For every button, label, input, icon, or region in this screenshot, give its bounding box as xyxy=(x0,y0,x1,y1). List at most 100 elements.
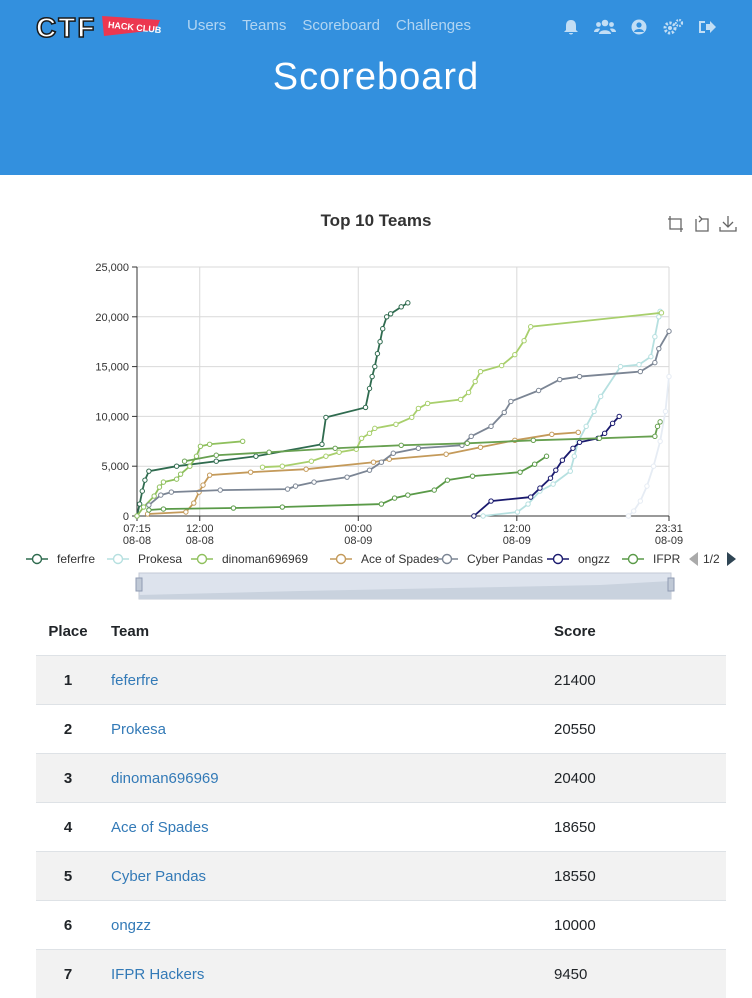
legend-prev-icon[interactable] xyxy=(689,552,698,566)
team-link[interactable]: feferfre xyxy=(111,671,159,689)
zoom-handle-left[interactable] xyxy=(135,577,143,592)
data-point xyxy=(336,449,342,455)
cogs-icon[interactable] xyxy=(662,18,684,36)
data-point xyxy=(156,484,163,490)
data-point xyxy=(465,389,472,396)
header-place: Place xyxy=(36,607,100,656)
data-point xyxy=(279,463,286,469)
row-place: 3 xyxy=(36,753,100,803)
data-zoom-slider[interactable] xyxy=(135,572,675,600)
data-point xyxy=(472,378,478,385)
legend-next-icon[interactable] xyxy=(727,552,736,566)
series-line xyxy=(262,311,662,469)
table-row: 6 ongzz 10000 xyxy=(36,900,726,950)
data-point xyxy=(146,468,152,474)
table-row: 2 Prokesa 20550 xyxy=(36,704,726,754)
row-team: dinoman696969 xyxy=(100,753,554,803)
line-chart[interactable]: 05,00010,00015,00020,00025,00007:1508-08… xyxy=(0,175,752,605)
data-point xyxy=(146,507,152,513)
data-point xyxy=(358,435,365,442)
data-point xyxy=(575,429,581,436)
team-link[interactable]: Ace of Spades xyxy=(111,818,209,836)
scoreboard-chart: Top 10 Teams 0 5,000 10,000 15,000 20,000 25,… xyxy=(0,175,752,605)
user-circle-icon[interactable] xyxy=(628,18,650,36)
download-icon[interactable] xyxy=(719,215,737,233)
data-point xyxy=(160,479,167,485)
data-point xyxy=(656,345,662,352)
nav-icons xyxy=(560,18,718,36)
restore-icon[interactable] xyxy=(693,215,711,233)
team-link[interactable]: ongzz xyxy=(111,916,152,934)
data-point xyxy=(168,489,175,495)
series-line xyxy=(136,440,243,517)
nav-challenges[interactable]: Challenges xyxy=(395,17,471,34)
nav-teams[interactable]: Teams xyxy=(242,17,287,34)
data-point xyxy=(525,501,531,507)
bell-icon[interactable] xyxy=(560,18,582,36)
zoom-handle-right[interactable] xyxy=(667,577,675,592)
x-tick-label: 00:00 xyxy=(345,523,373,535)
data-point xyxy=(501,409,507,416)
header-team: Team xyxy=(100,607,554,656)
data-point xyxy=(477,444,484,450)
logout-icon[interactable] xyxy=(696,18,718,36)
data-point xyxy=(181,458,188,464)
data-point xyxy=(488,423,494,430)
data-point xyxy=(369,373,375,380)
x-tick-date: 08-08 xyxy=(186,535,214,547)
legend-page-label: 1/2 xyxy=(703,552,720,566)
legend-label: dinoman696969 xyxy=(222,552,308,566)
team-link[interactable]: dinoman696969 xyxy=(111,769,219,787)
table-row: 3 dinoman696969 20400 xyxy=(36,753,726,803)
data-point xyxy=(657,438,663,444)
data-point xyxy=(644,483,650,489)
data-point xyxy=(625,513,632,519)
data-point xyxy=(160,506,167,512)
data-point xyxy=(517,469,523,475)
table-row: 7 IFPR Hackers 9450 xyxy=(36,949,726,998)
team-link[interactable]: Cyber Pandas xyxy=(111,867,207,885)
nav-scoreboard[interactable]: Scoreboard xyxy=(302,17,380,34)
ctf-logo[interactable]: CTF HACK CLUB xyxy=(36,12,164,42)
team-link[interactable]: Prokesa xyxy=(111,720,167,738)
data-point xyxy=(230,505,237,511)
team-link[interactable]: IFPR Hackers xyxy=(111,965,205,983)
users-icon[interactable] xyxy=(594,18,616,36)
zoom-area-icon[interactable] xyxy=(667,215,685,233)
data-point xyxy=(550,481,556,487)
data-point xyxy=(557,376,563,383)
x-tick-date: 08-08 xyxy=(123,535,151,547)
data-point xyxy=(187,463,193,469)
table-header-row: Place Team Score xyxy=(36,607,726,656)
data-point xyxy=(362,404,369,411)
chart-axes: 05,00010,00015,00020,00025,00007:1508-08… xyxy=(95,262,683,547)
table-row: 1 feferfre 21400 xyxy=(36,655,726,705)
data-point xyxy=(139,488,145,494)
legend-label: ongzz xyxy=(578,552,610,566)
data-point xyxy=(378,501,385,507)
legend-label: Prokesa xyxy=(138,552,182,566)
data-point xyxy=(378,459,385,465)
data-point xyxy=(637,498,644,504)
y-tick-label: 10,000 xyxy=(95,411,129,423)
row-team: Prokesa xyxy=(100,704,554,754)
data-point xyxy=(637,368,644,375)
data-point xyxy=(654,423,661,430)
y-tick-label: 15,000 xyxy=(95,362,129,374)
data-point xyxy=(521,338,527,344)
row-place: 7 xyxy=(36,949,100,998)
legend-label: feferfre xyxy=(57,552,95,566)
data-point xyxy=(370,459,377,465)
header-score: Score xyxy=(554,607,726,656)
data-point xyxy=(658,310,665,316)
data-point xyxy=(197,443,204,449)
row-team: Ace of Spades xyxy=(100,802,554,852)
data-point xyxy=(390,450,396,456)
nav-users[interactable]: Users xyxy=(187,17,227,34)
data-point xyxy=(391,495,398,501)
data-point xyxy=(652,433,658,440)
data-point xyxy=(177,471,184,477)
table-row: 4 Ace of Spades 18650 xyxy=(36,802,726,852)
data-point xyxy=(377,339,383,345)
series-line xyxy=(627,376,670,517)
